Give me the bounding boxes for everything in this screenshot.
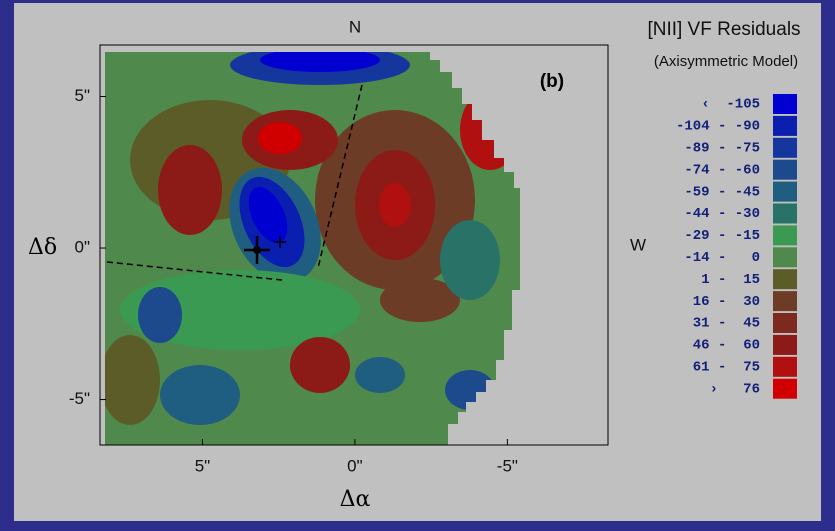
legend-swatch (773, 356, 797, 377)
legend-label: -14 - 0 (684, 250, 760, 266)
residual-map (105, 52, 520, 445)
map-region (160, 365, 240, 425)
small-cross (274, 236, 286, 248)
legend-label: -104 - -90 (676, 119, 760, 135)
legend-swatch (773, 247, 797, 268)
legend-label: 61 - 75 (693, 360, 760, 376)
legend-swatch (773, 225, 797, 246)
legend-swatch (773, 334, 797, 355)
center-dot (253, 246, 261, 254)
y-axis-label: Δδ (28, 235, 57, 260)
legend-label: 1 - 15 (701, 272, 760, 288)
legend-label: ‹ -105 (701, 97, 760, 113)
x-tick-label: 5" (195, 456, 211, 475)
x-tick-label: -5" (497, 456, 518, 475)
y-tick-label: 0" (75, 238, 91, 257)
legend-swatch (773, 291, 797, 312)
panel-label: (b) (540, 71, 564, 92)
dashed-line (317, 84, 363, 269)
legend-label: -44 - -30 (684, 206, 760, 222)
legend-title: [NII] VF Residuals (647, 19, 800, 40)
map-region (120, 270, 360, 350)
legend-swatch (773, 181, 797, 202)
legend-swatch (773, 137, 797, 158)
map-region (440, 220, 500, 300)
plot-frame (99, 44, 609, 446)
map-region (158, 145, 222, 235)
legend-swatch (773, 115, 797, 136)
legend-label: 31 - 45 (693, 316, 760, 332)
legend-swatch (773, 203, 797, 224)
map-region (290, 337, 350, 393)
legend-swatch (773, 378, 797, 399)
legend-swatch (773, 313, 797, 333)
x-tick-label: 0" (347, 456, 363, 475)
map-region (248, 186, 288, 244)
x-axis-label: Δα (340, 487, 371, 512)
north-label: N (349, 17, 361, 36)
legend-label: 46 - 60 (693, 338, 760, 354)
legend-label: -74 - -60 (684, 162, 760, 178)
legend-swatch (773, 269, 797, 290)
map-region (379, 183, 411, 227)
legend-label: 16 - 30 (693, 294, 760, 310)
west-label: W (630, 235, 646, 254)
legend-label: -59 - -45 (684, 184, 760, 200)
y-tick-label: -5" (69, 389, 90, 408)
map-region (380, 278, 460, 322)
map-region (105, 335, 160, 425)
map-region (355, 357, 405, 393)
legend-swatch (773, 94, 797, 114)
legend-subtitle: (Axisymmetric Model) (654, 53, 798, 70)
map-region (258, 122, 302, 154)
y-tick-label: 5" (75, 86, 91, 105)
map-region (138, 287, 182, 343)
legend-label: -29 - -15 (684, 228, 760, 244)
legend-swatch (773, 159, 797, 180)
legend-label: -89 - -75 (684, 141, 760, 157)
legend-label: › 76 (710, 381, 760, 397)
map-region (260, 52, 380, 72)
